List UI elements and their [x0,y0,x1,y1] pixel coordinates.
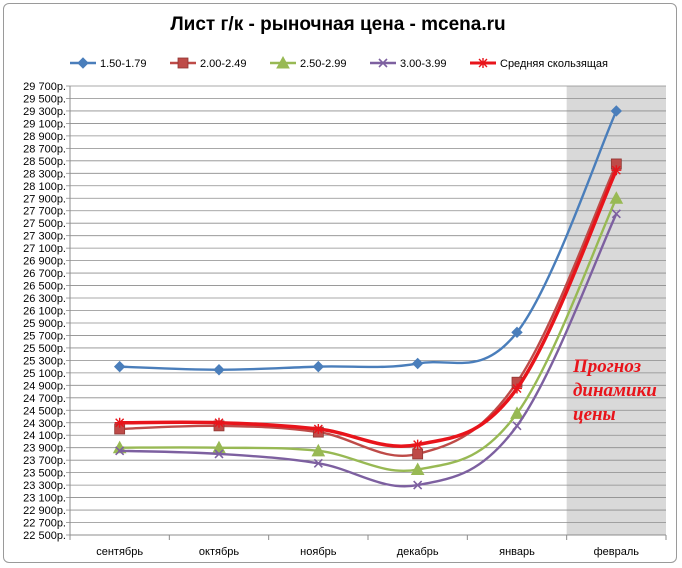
data-point [410,462,425,476]
y-tick-label: 25 900р. [23,318,66,330]
legend-label: 2.50-2.99 [300,58,346,70]
plot-series [112,105,624,490]
legend-label: 1.50-1.79 [100,58,146,70]
y-tick-label: 23 300р. [23,480,66,492]
y-tick-label: 26 500р. [23,281,66,293]
x-tick-label: февраль [594,546,640,558]
x-axis: сентябрь октябрь ноябрь декабрь январь феврал… [69,534,667,558]
y-tick-label: 24 500р. [23,405,66,417]
data-point [115,446,125,456]
y-tick-label: 27 500р. [23,218,66,230]
data-point [611,165,622,176]
series-line [119,197,618,472]
annotation-line: динамики [573,380,657,401]
data-point [114,417,125,428]
legend-marker [478,58,488,68]
data-point [313,458,323,468]
data-point [213,364,225,376]
data-point [510,406,524,419]
y-tick-label: 24 900р. [23,380,66,392]
data-point [610,105,623,117]
y-tick-label: 27 900р. [23,193,66,205]
series-2 [112,191,624,476]
series-0 [113,105,623,376]
annotation-line: Прогноз [572,356,642,377]
x-tick-label: октябрь [199,546,239,558]
data-point [413,480,423,490]
y-tick-label: 23 900р. [23,443,66,455]
x-tick-label: ноябрь [300,546,337,558]
annotation-line: цены [573,404,616,425]
data-point [214,449,224,459]
data-point [609,191,624,204]
legend-label: 2.00-2.49 [200,58,246,70]
data-point [512,421,522,431]
y-tick-label: 25 500р. [23,343,66,355]
legend-marker [378,58,388,68]
series-3 [115,209,621,490]
series-line [119,163,618,457]
y-tick-label: 23 700р. [23,455,66,467]
y-tick-label: 29 500р. [23,93,66,105]
data-point [412,439,423,450]
y-tick-label: 26 100р. [23,306,66,318]
y-tick-label: 27 700р. [23,206,66,218]
y-tick-label: 24 700р. [23,393,66,405]
legend-marker [77,57,89,69]
legend-label: 3.00-3.99 [400,58,446,70]
legend-label: Средняя скользящая [500,58,608,70]
series-line [119,213,618,488]
y-tick-label: 24 300р. [23,418,66,430]
y-tick-label: 28 100р. [23,181,66,193]
y-tick-label: 29 100р. [23,118,66,130]
data-point [313,423,324,434]
series-1 [114,158,622,460]
x-tick-label: январь [499,546,535,558]
y-tick-label: 25 300р. [23,355,66,367]
y-tick-label: 28 300р. [23,168,66,180]
y-tick-label: 28 700р. [23,143,66,155]
data-point [411,357,424,370]
y-tick-label: 29 700р. [23,81,66,93]
y-tick-label: 23 500р. [23,468,66,480]
series-line [119,110,618,371]
y-tick-label: 28 900р. [23,131,66,143]
y-tick-label: 26 700р. [23,268,66,280]
x-tick-label: сентябрь [96,546,143,558]
data-point [214,417,224,428]
y-tick-label: 23 100р. [23,493,66,505]
data-point [412,448,424,460]
y-tick-label: 26 900р. [23,256,66,268]
y-tick-label: 27 100р. [23,243,66,255]
y-tick-label: 22 500р. [23,530,66,542]
y-tick-label: 26 300р. [23,293,66,305]
gridlines [70,85,666,536]
legend-marker [177,57,189,69]
legend-marker [276,55,290,69]
y-tick-label: 28 500р. [23,156,66,168]
y-tick-label: 29 300р. [23,106,66,118]
y-tick-label: 22 900р. [23,505,66,517]
forecast-annotation: Прогноз динамики цены [572,356,657,425]
y-axis: 22 500р.22 700р.22 900р.23 100р.23 300р.… [23,81,71,542]
y-tick-label: 24 100р. [23,430,66,442]
data-point [312,360,325,373]
y-tick-label: 27 300р. [23,231,66,243]
data-point [511,326,523,339]
data-point [311,443,326,457]
x-tick-label: декабрь [397,546,439,558]
data-point [113,360,126,373]
data-point [512,383,522,394]
series-line [119,169,618,448]
series-4 [114,165,622,450]
y-tick-label: 25 100р. [23,368,66,380]
data-point [611,209,621,219]
y-tick-label: 22 700р. [23,518,66,530]
y-tick-label: 25 700р. [23,330,66,342]
chart-title: Лист г/к - рыночная цена - mcena.ru [170,14,505,35]
legend: 1.50-1.79 2.00-2.49 2.50-2.99 3.00-3.99 Сред… [70,55,608,70]
